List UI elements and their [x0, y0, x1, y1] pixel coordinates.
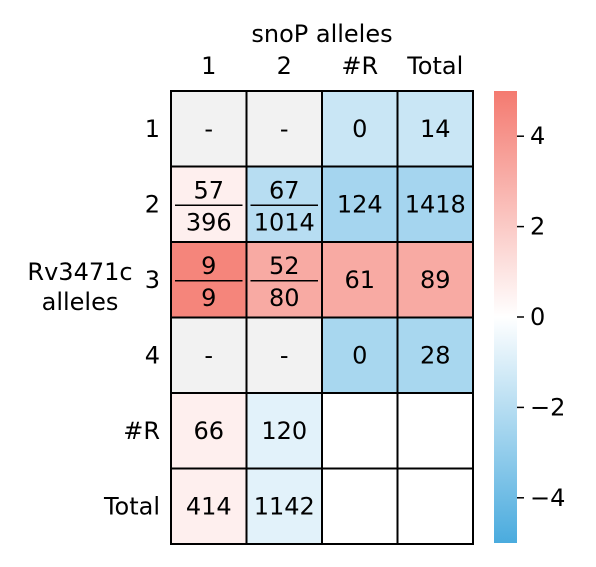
cell-value: 414: [186, 492, 232, 520]
row-label: 1: [145, 115, 160, 143]
left-axis-title-line2: alleles: [42, 288, 119, 316]
cell-value: 89: [420, 266, 451, 294]
row-label: 4: [145, 341, 160, 369]
cell-value: -: [280, 115, 289, 143]
cell-value: 120: [261, 417, 307, 445]
heatmap-cell: [398, 469, 474, 545]
cell-value: 61: [344, 266, 375, 294]
top-axis-title: snoP alleles: [251, 20, 392, 48]
row-label: Total: [103, 492, 160, 520]
cell-numerator: 57: [193, 176, 224, 204]
column-label: 1: [201, 52, 216, 80]
column-label: 2: [277, 52, 292, 80]
cell-value: -: [204, 341, 213, 369]
column-labels: 1 2 #R Total: [201, 52, 463, 80]
cell-value: 124: [337, 190, 383, 218]
heatmap-cells: - - 0 14 57 396 67 1014 124 1418 9 9 52 80 61 89 - - 0 28 66…: [171, 91, 473, 544]
cell-value: 66: [193, 417, 224, 445]
colorbar-tick-label: 4: [530, 122, 545, 150]
heatmap-cell: [322, 469, 398, 545]
column-label: Total: [406, 52, 463, 80]
colorbar-tick-label: −4: [530, 484, 565, 512]
cell-numerator: 67: [269, 176, 300, 204]
colorbar-tick-label: 2: [530, 213, 545, 241]
cell-value: 0: [352, 115, 367, 143]
cell-denominator: 9: [201, 284, 216, 312]
cell-denominator: 1014: [254, 208, 315, 236]
row-label: 2: [145, 190, 160, 218]
cell-denominator: 396: [186, 208, 232, 236]
left-axis-title-line1: Rv3471c: [27, 258, 132, 286]
row-labels: 1 2 3 4 #R Total: [103, 115, 160, 521]
cell-value: 14: [420, 115, 451, 143]
cell-value: 1418: [405, 190, 466, 218]
heatmap-cell: [398, 393, 474, 469]
colorbar: [494, 91, 517, 543]
cell-numerator: 9: [201, 252, 216, 280]
cell-value: 28: [420, 341, 451, 369]
cell-value: -: [204, 115, 213, 143]
colorbar-tick-label: 0: [530, 303, 545, 331]
column-label: #R: [341, 52, 378, 80]
row-label: 3: [145, 266, 160, 294]
cell-denominator: 80: [269, 284, 300, 312]
heatmap-cell: [322, 393, 398, 469]
colorbar-ticks: 4 2 0 −2 −4: [517, 122, 565, 512]
row-label: #R: [123, 417, 160, 445]
cell-value: 1142: [254, 492, 315, 520]
cell-value: 0: [352, 341, 367, 369]
cell-numerator: 52: [269, 252, 300, 280]
cell-value: -: [280, 341, 289, 369]
colorbar-tick-label: −2: [530, 393, 565, 421]
